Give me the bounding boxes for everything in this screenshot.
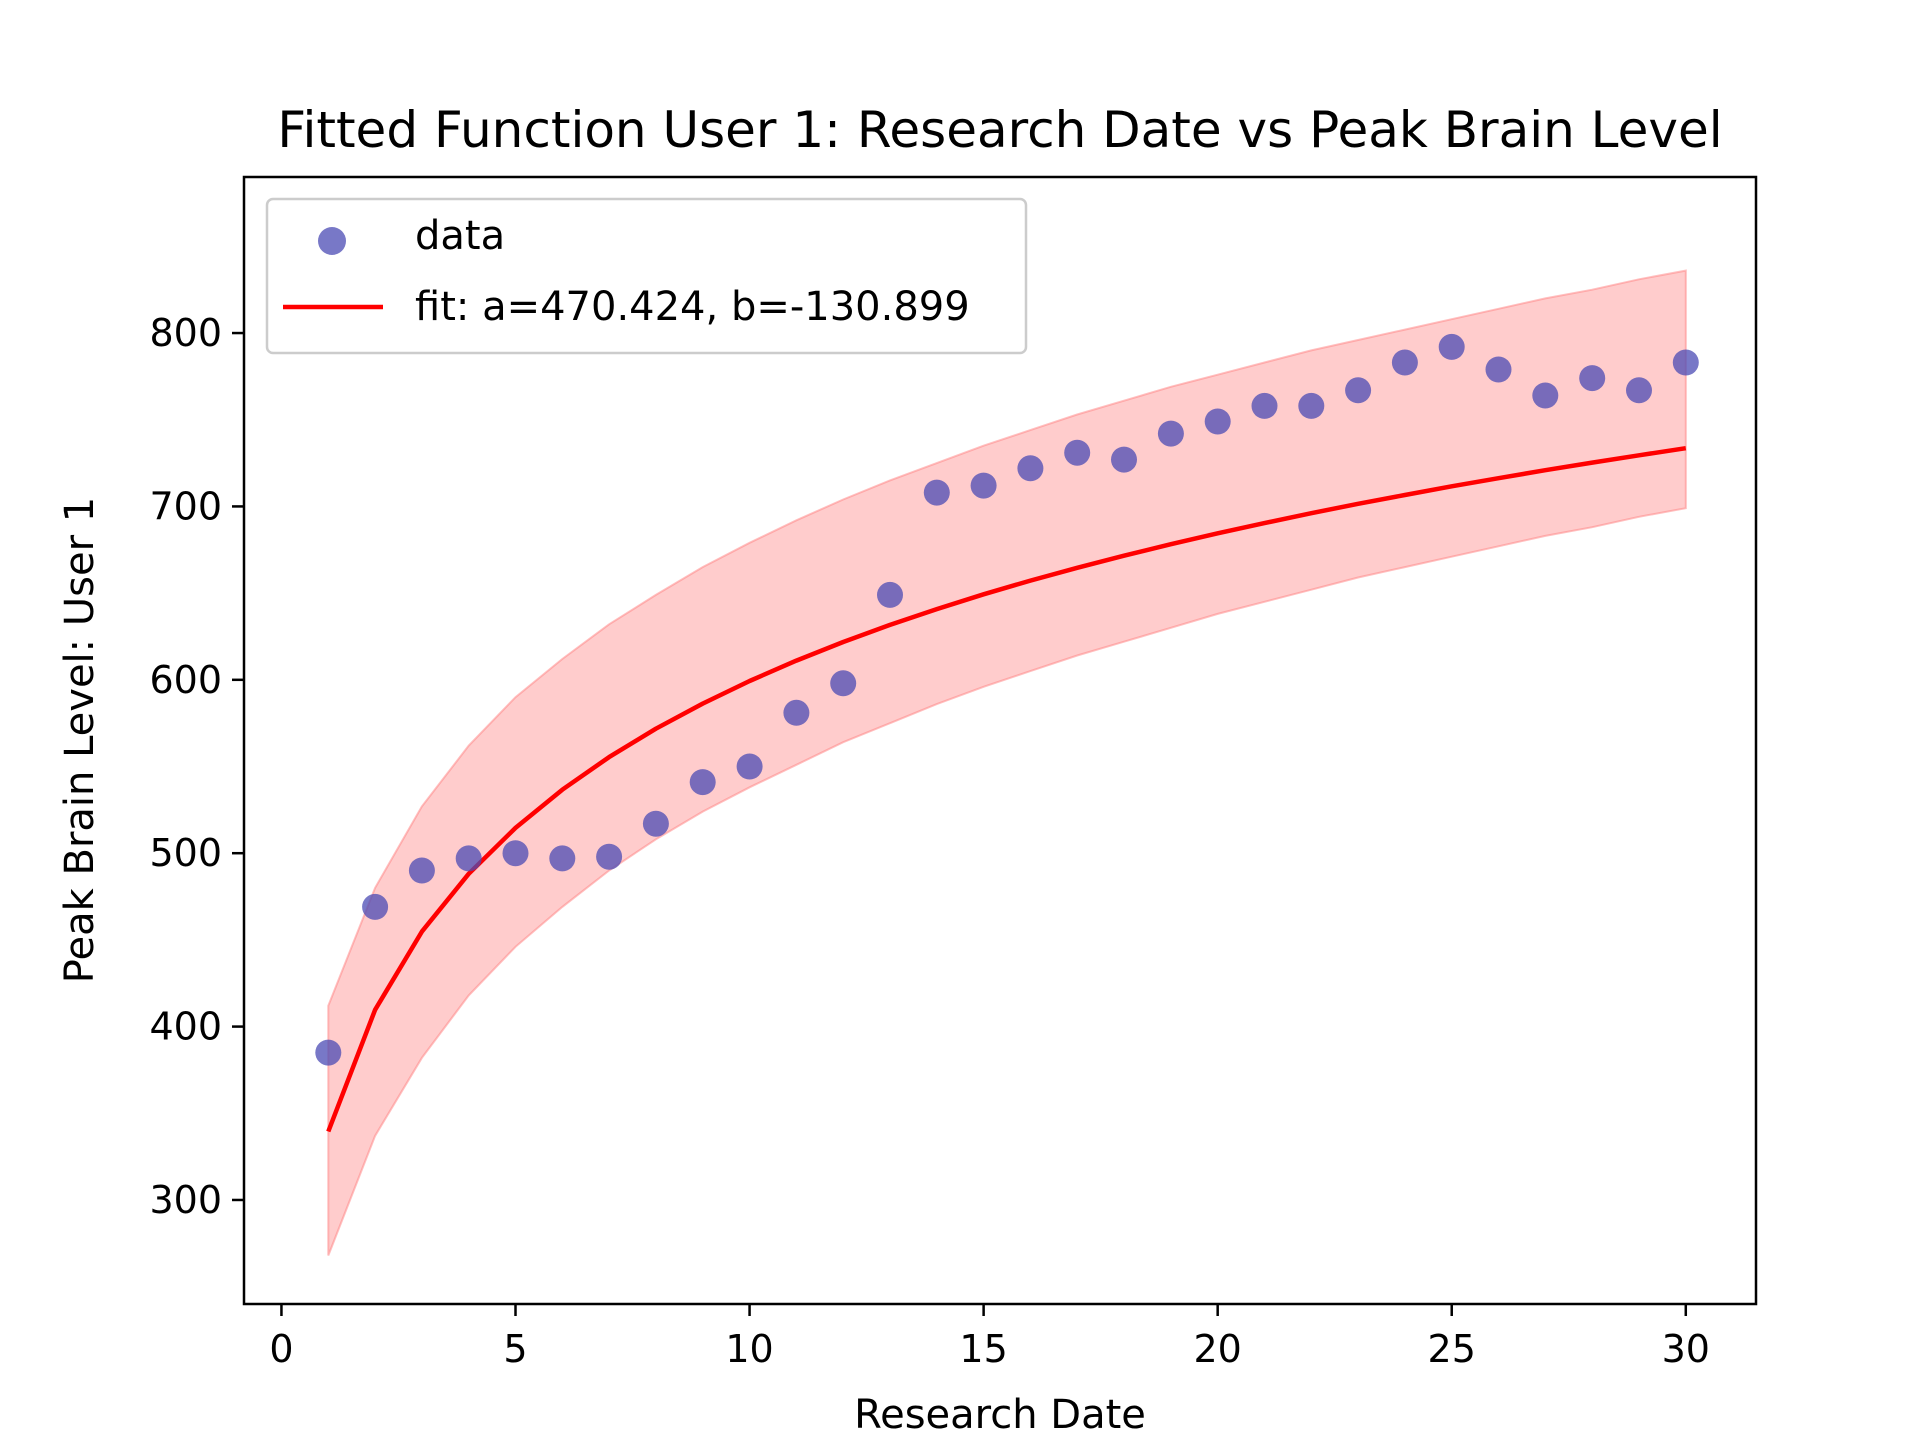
data-point xyxy=(830,670,857,697)
x-tick-label: 10 xyxy=(725,1327,773,1371)
y-axis-ticks: 300 400 500 600 700 800 xyxy=(149,311,244,1222)
fit-line-layer xyxy=(326,445,1687,1133)
data-point xyxy=(455,845,482,872)
data-point xyxy=(315,1039,342,1066)
data-point xyxy=(783,699,810,726)
data-point xyxy=(502,840,529,867)
data-point xyxy=(1064,439,1091,466)
y-tick-label: 500 xyxy=(149,831,222,875)
data-point xyxy=(642,810,669,837)
y-tick-label: 700 xyxy=(149,484,222,528)
data-point xyxy=(1298,392,1325,419)
x-tick-label: 30 xyxy=(1662,1327,1710,1371)
data-point xyxy=(1204,408,1231,435)
data-point xyxy=(1485,356,1512,383)
data-point xyxy=(736,753,763,780)
legend-box xyxy=(265,197,1028,355)
data-point xyxy=(1391,349,1418,376)
data-point xyxy=(689,769,716,796)
x-tick-label: 5 xyxy=(503,1327,527,1371)
legend: data fit: a=470.424, b=-130.899 xyxy=(265,197,1028,355)
plot-area-frame xyxy=(242,175,1758,1306)
chart-title: Fitted Function User 1: Research Date vs… xyxy=(277,101,1722,159)
data-point xyxy=(408,857,435,884)
data-point xyxy=(877,581,903,608)
data-point xyxy=(1626,377,1652,404)
x-tick-label: 20 xyxy=(1193,1327,1241,1371)
y-axis-label: Peak Brain Level: User 1 xyxy=(57,497,103,983)
y-tick-label: 300 xyxy=(149,1178,222,1222)
data-point xyxy=(1251,392,1278,419)
y-tick-label: 800 xyxy=(149,311,222,355)
x-axis-label: Research Date xyxy=(854,1392,1146,1438)
data-point xyxy=(1579,365,1606,392)
x-tick-label: 0 xyxy=(269,1327,293,1371)
legend-data-label: data xyxy=(415,213,505,259)
legend-fit-label: fit: a=470.424, b=-130.899 xyxy=(415,284,970,330)
data-point xyxy=(1532,382,1559,409)
data-point xyxy=(362,893,389,920)
fit-line xyxy=(326,445,1687,1133)
legend-data-marker xyxy=(318,227,346,255)
data-point xyxy=(1017,455,1044,482)
x-tick-label: 15 xyxy=(959,1327,1007,1371)
data-point xyxy=(1672,349,1699,376)
y-tick-label: 400 xyxy=(149,1005,222,1049)
data-points-layer xyxy=(315,333,1699,1066)
confidence-band-layer xyxy=(327,269,1687,1256)
x-tick-label: 25 xyxy=(1428,1327,1476,1371)
data-point xyxy=(1157,420,1184,447)
data-point xyxy=(923,479,950,506)
y-tick-label: 600 xyxy=(149,658,222,702)
data-point xyxy=(596,843,623,870)
data-point xyxy=(1345,377,1372,404)
data-point xyxy=(1111,446,1137,473)
x-axis-ticks: 0 5 10 15 20 25 30 xyxy=(269,1304,1710,1371)
data-point xyxy=(970,472,997,499)
data-point xyxy=(1438,333,1465,360)
confidence-band xyxy=(327,269,1687,1256)
data-point xyxy=(549,845,576,872)
